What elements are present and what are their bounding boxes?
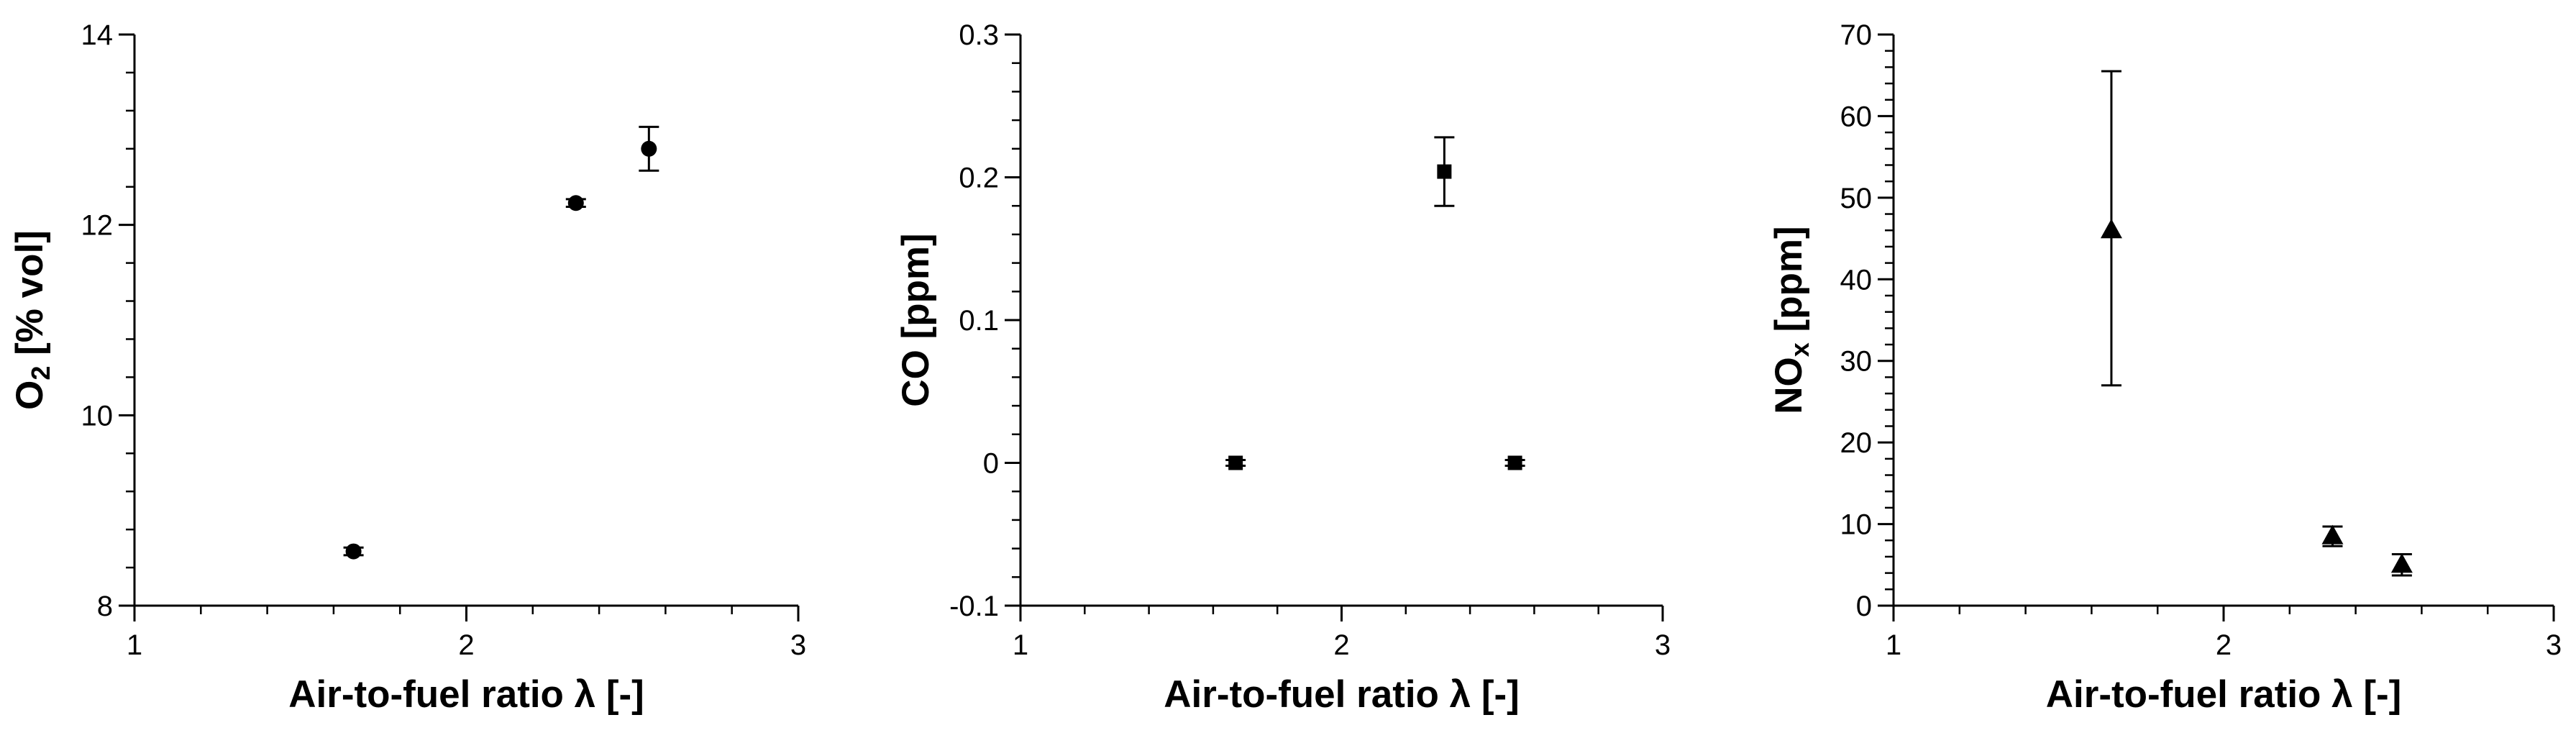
- data-point-square: [1228, 455, 1243, 470]
- y-tick-label: 40: [1840, 264, 1873, 296]
- data-point-triangle: [2321, 524, 2344, 545]
- x-axis-title: Air-to-fuel ratio λ [-]: [2046, 673, 2402, 716]
- x-tick-label: 1: [1013, 629, 1028, 661]
- y-axis-title: NOx [ppm]: [1768, 226, 1814, 414]
- y-tick-label: 10: [1840, 509, 1873, 541]
- x-axis-title: Air-to-fuel ratio λ [-]: [1164, 673, 1520, 716]
- data-point-triangle: [2100, 219, 2122, 239]
- y-tick-label: 0: [983, 448, 999, 480]
- y-axis-title-main: CO: [895, 350, 937, 407]
- x-tick-label: 2: [458, 629, 474, 661]
- y-axis-title-subscript: 2: [26, 366, 55, 381]
- y-axis-title-main: NO: [1768, 357, 1810, 414]
- y-tick-label: 0: [1856, 591, 1872, 622]
- chart-panel-3: 0 10 20 30 40 50 60 70 1 2 3 Air-to-fuel ratio λ [-…: [1768, 19, 2562, 716]
- y-tick-label: 14: [81, 19, 114, 51]
- y-tick-label: 60: [1840, 101, 1873, 132]
- data-point-circle: [641, 140, 657, 157]
- x-tick-label: 3: [790, 629, 806, 661]
- data-point-circle: [345, 543, 362, 560]
- y-axis-title-unit: [ppm]: [895, 233, 937, 350]
- y-axis-title-subscript: x: [1785, 342, 1814, 357]
- y-axis-title: O2 [% vol]: [9, 230, 55, 410]
- y-axis-title-unit: [% vol]: [9, 230, 51, 365]
- y-tick-label: -0.1: [949, 591, 999, 622]
- y-tick-label: 8: [97, 591, 113, 622]
- y-tick-label: 12: [81, 210, 114, 242]
- chart-panel-2: -0.1 0 0.1 0.2 0.3 1 2 3 Air-to-fuel ratio λ [-]…: [895, 19, 1671, 716]
- x-axis-title: Air-to-fuel ratio λ [-]: [288, 673, 644, 716]
- y-tick-label: 30: [1840, 346, 1873, 378]
- data-point-square: [1507, 455, 1522, 470]
- x-tick-label: 2: [2216, 629, 2232, 661]
- y-axis-title-main: O: [9, 381, 51, 410]
- y-tick-label: 20: [1840, 427, 1873, 459]
- data-point-circle: [567, 195, 584, 211]
- y-tick-label: 0.2: [959, 163, 999, 194]
- x-tick-label: 1: [1886, 629, 1901, 661]
- y-axis-title-unit: [ppm]: [1768, 226, 1810, 342]
- y-tick-label: 70: [1840, 19, 1873, 51]
- y-tick-label: 0.1: [959, 305, 999, 337]
- x-tick-label: 3: [2546, 629, 2562, 661]
- data-point-triangle: [2390, 553, 2413, 573]
- y-tick-label: 50: [1840, 183, 1873, 214]
- y-axis-title: CO [ppm]: [895, 233, 937, 406]
- x-tick-label: 2: [1333, 629, 1349, 661]
- y-tick-label: 0.3: [959, 19, 999, 51]
- x-tick-label: 3: [1655, 629, 1671, 661]
- y-tick-label: 10: [81, 400, 114, 432]
- x-tick-label: 1: [127, 629, 142, 661]
- data-point-square: [1437, 164, 1452, 179]
